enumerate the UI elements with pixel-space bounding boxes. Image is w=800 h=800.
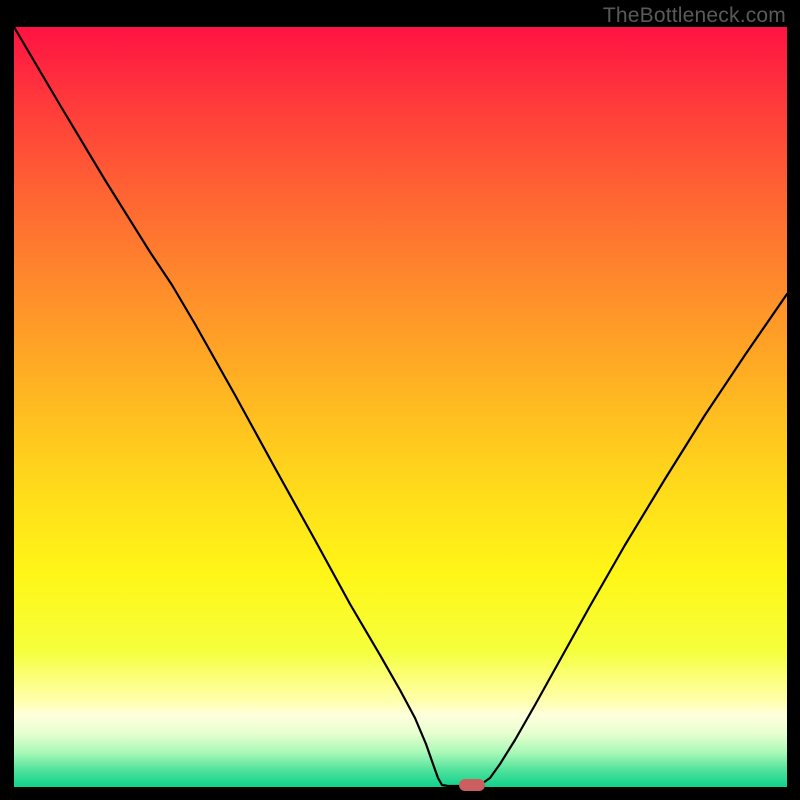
bottleneck-curve	[14, 27, 787, 787]
watermark-text: TheBottleneck.com	[603, 4, 786, 28]
curve-path	[14, 27, 787, 786]
plot-area	[14, 27, 787, 787]
chart-frame: TheBottleneck.com	[0, 0, 800, 800]
optimum-marker	[459, 779, 485, 791]
